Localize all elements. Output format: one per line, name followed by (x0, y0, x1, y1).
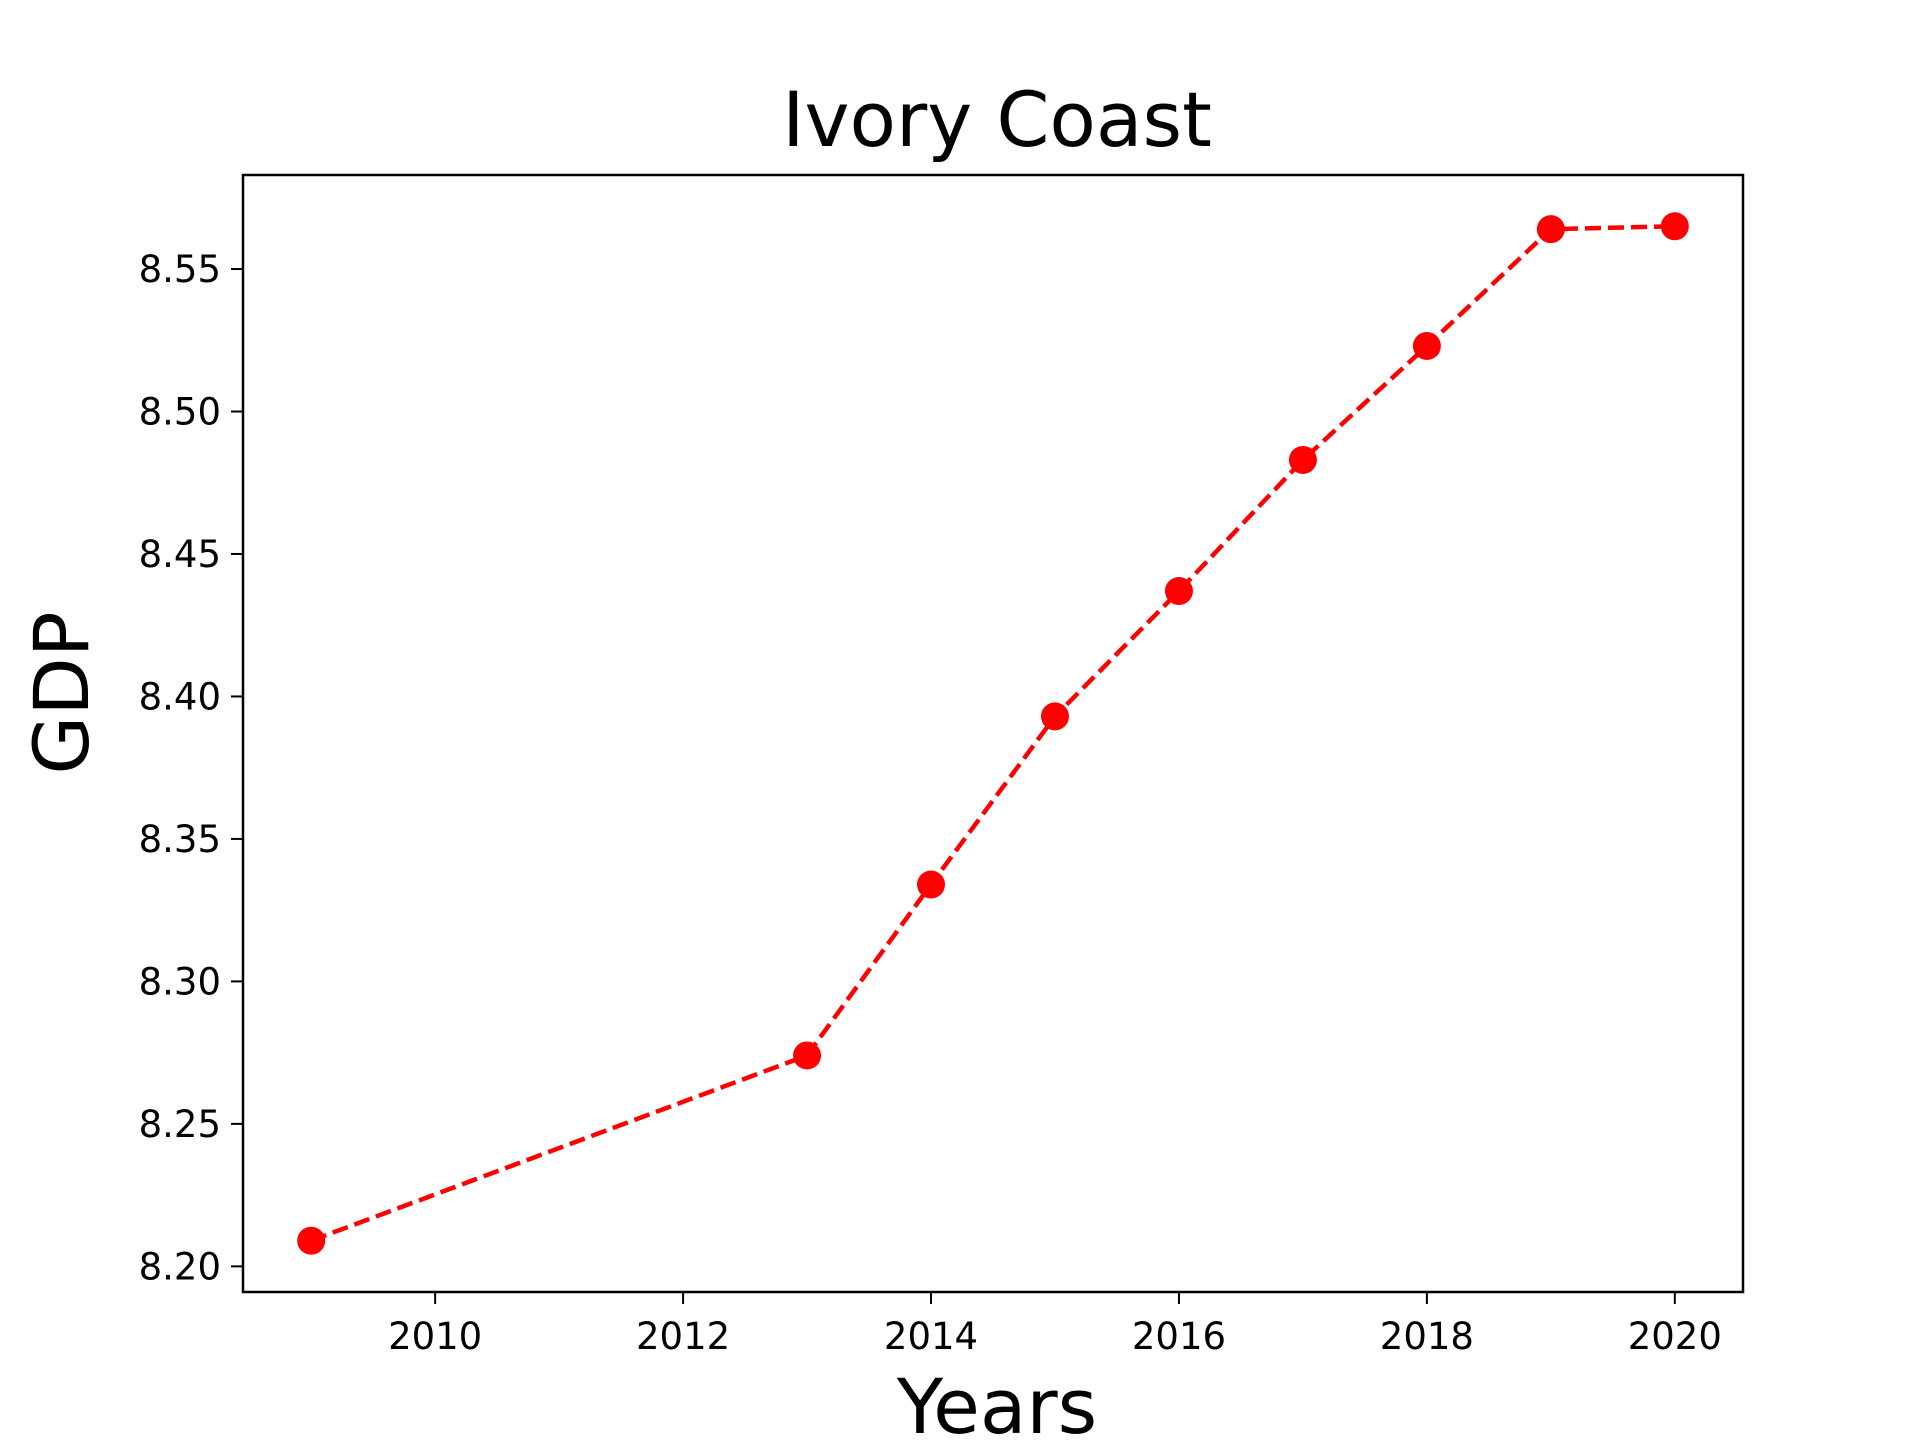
data-point (1164, 577, 1193, 606)
x-tick-label: 2018 (1380, 1315, 1474, 1358)
x-tick-label: 2012 (636, 1315, 730, 1358)
x-axis: 2010 2012 2014 2016 2018 2020 (388, 1292, 1722, 1358)
y-axis: 8.20 8.25 8.30 8.35 8.40 8.45 8.50 8.55 (139, 248, 243, 1288)
series-line (310, 224, 1675, 1243)
x-axis-label: Years (896, 1362, 1098, 1440)
y-tick-label: 8.30 (139, 960, 221, 1003)
chart-title: Ivory Coast (782, 75, 1212, 164)
y-tick-label: 8.25 (139, 1103, 221, 1146)
y-tick-label: 8.20 (139, 1245, 221, 1288)
data-point (793, 1041, 822, 1070)
y-tick-label: 8.55 (139, 248, 221, 291)
plot-frame (241, 173, 1745, 1294)
x-tick-label: 2010 (388, 1315, 482, 1358)
data-point (1288, 445, 1317, 474)
plot-area (241, 173, 1745, 1294)
data-point (1412, 331, 1441, 360)
data-point (297, 1226, 326, 1255)
y-tick-label: 8.45 (139, 533, 221, 576)
data-point (1660, 212, 1689, 241)
y-tick-label: 8.40 (139, 675, 221, 718)
data-point (1536, 215, 1565, 244)
x-tick-label: 2014 (884, 1315, 978, 1358)
y-tick-label: 8.35 (139, 818, 221, 861)
x-tick-label: 2016 (1132, 1315, 1226, 1358)
series-layer (297, 212, 1689, 1255)
y-axis-label: GDP (17, 611, 106, 774)
y-tick-label: 8.50 (139, 391, 221, 434)
data-point (1040, 702, 1069, 731)
x-tick-label: 2020 (1628, 1315, 1722, 1358)
data-point (917, 870, 946, 899)
